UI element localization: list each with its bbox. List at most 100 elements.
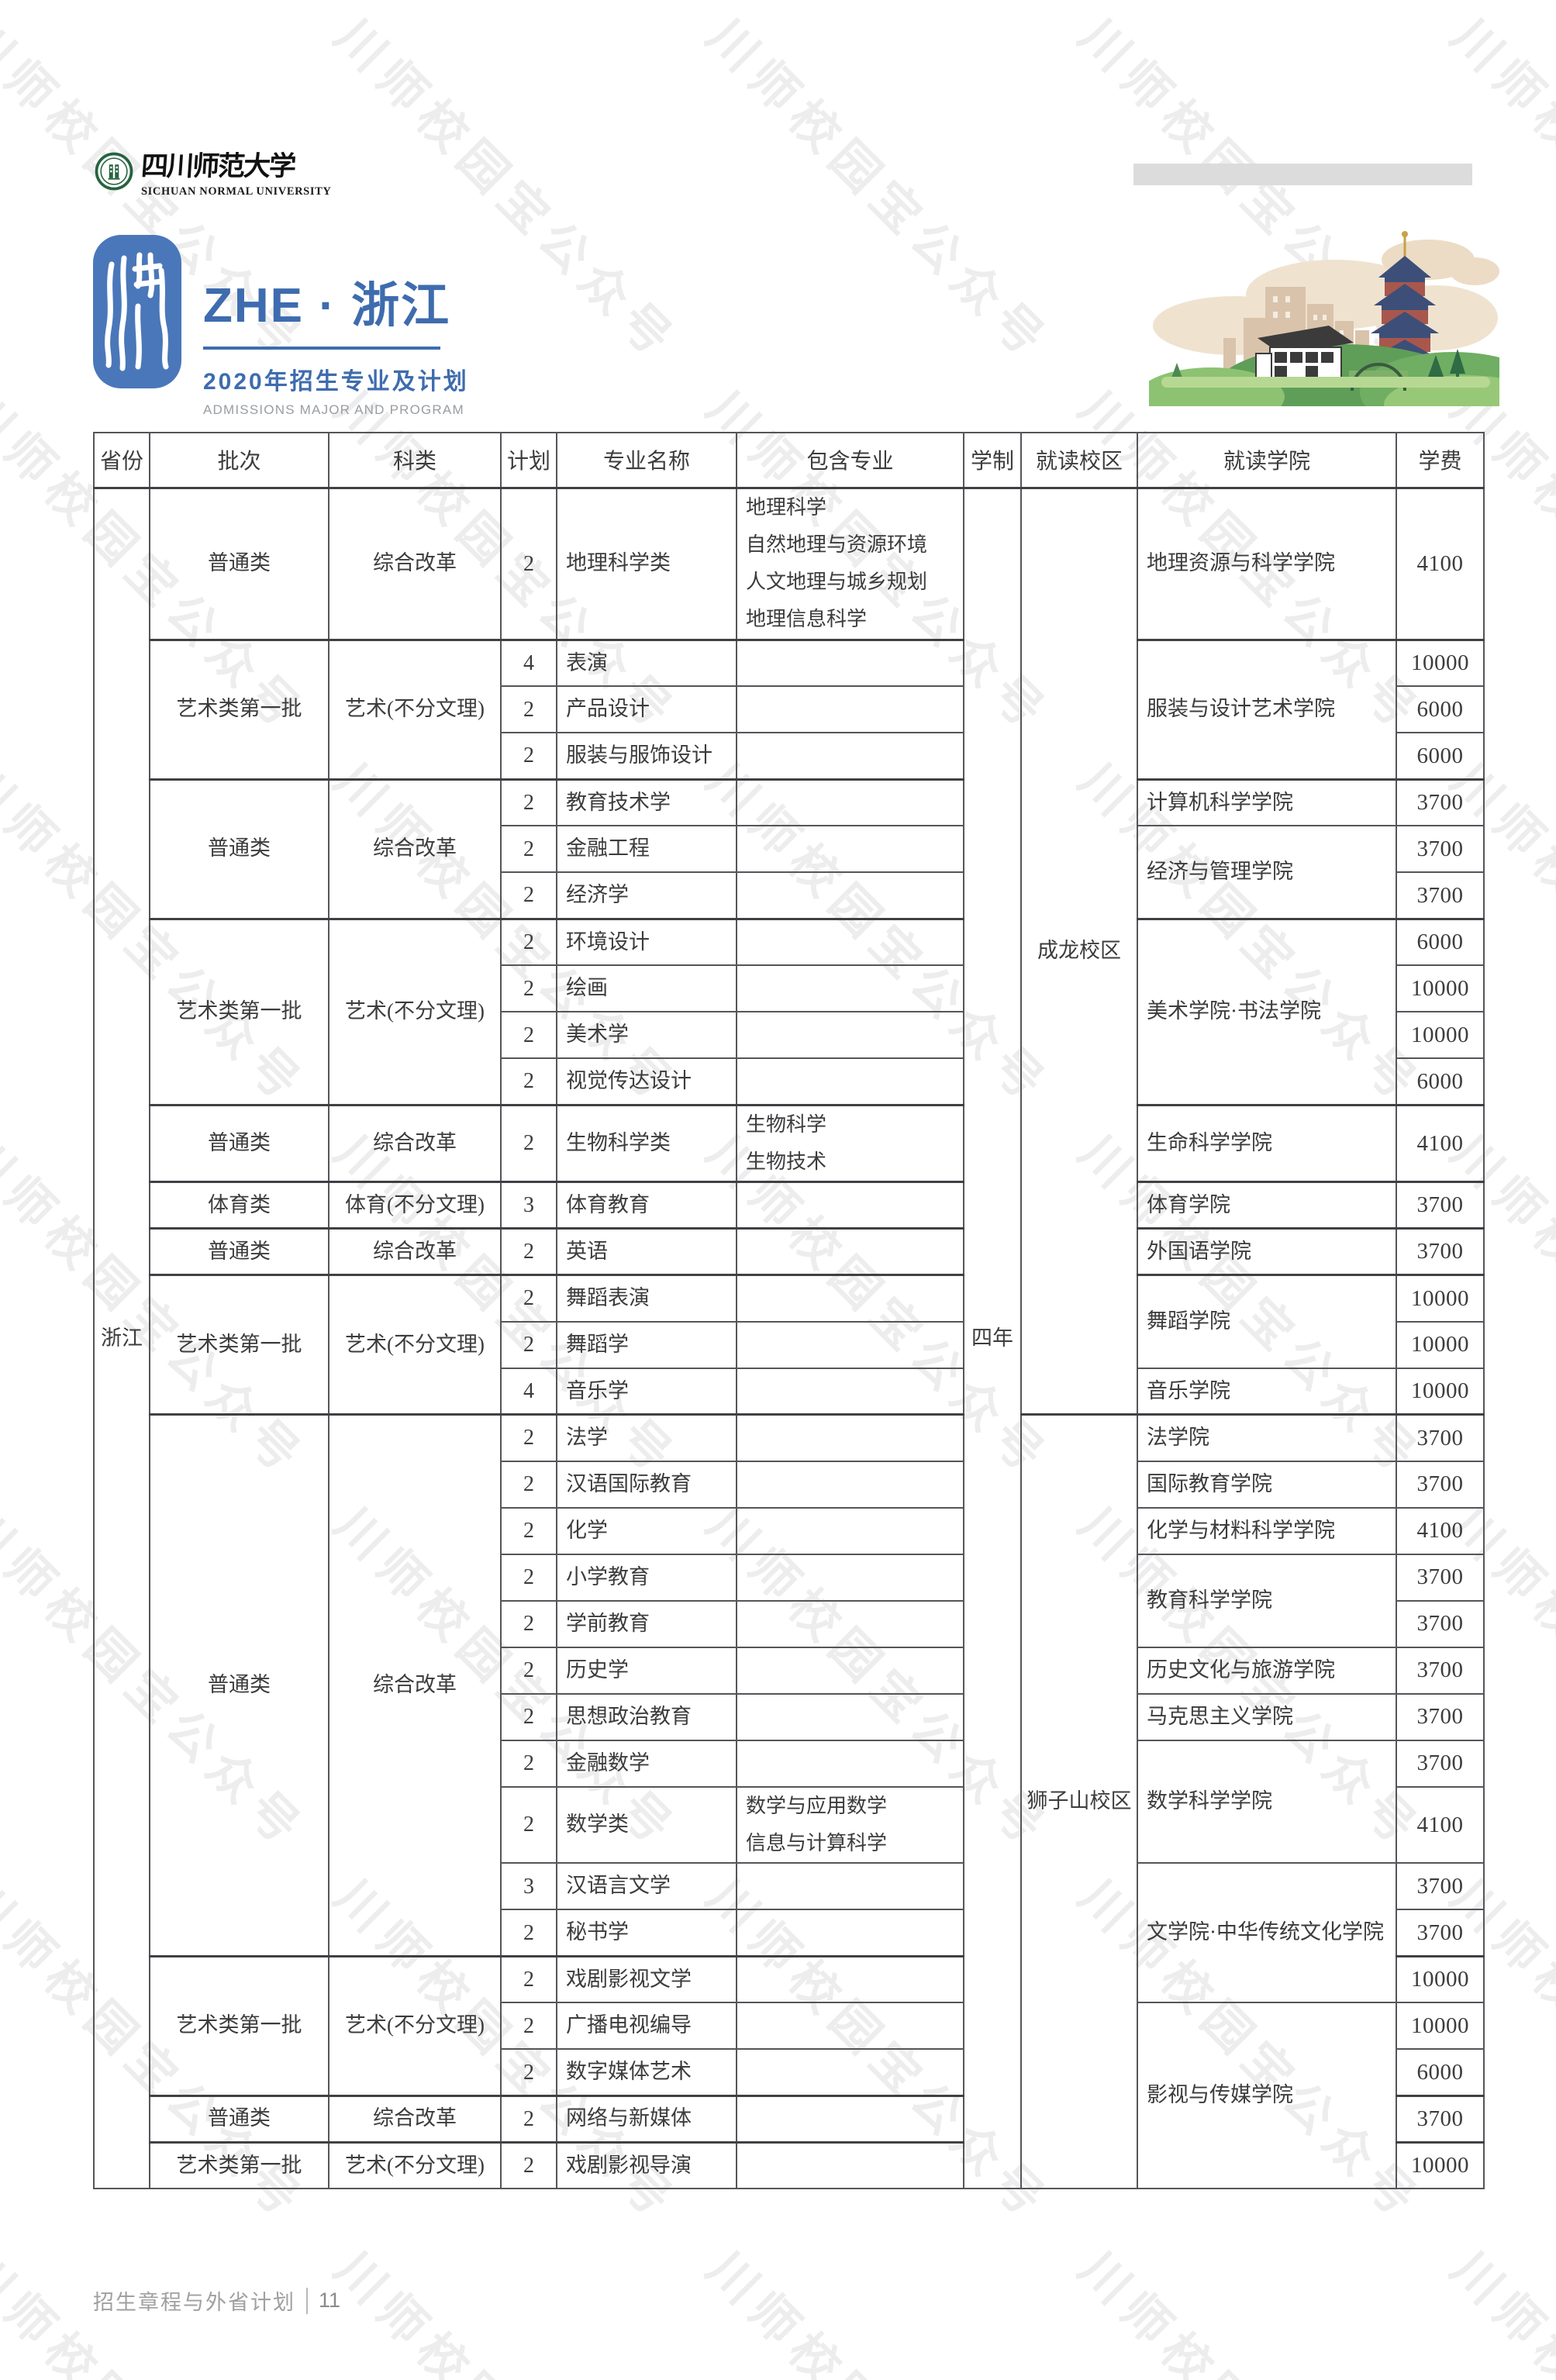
included-majors-cell (736, 2140, 964, 2190)
tuition-cell: 4100 (1396, 1103, 1485, 1183)
tuition-cell: 3700 (1396, 1227, 1485, 1276)
included-majors-cell (736, 2048, 964, 2097)
included-major-line: 数学与应用数学 (746, 1794, 888, 1817)
plan-cell: 2 (500, 1227, 557, 1276)
tuition-cell: 10000 (1396, 2002, 1485, 2051)
college-header: 就读学院 (1137, 432, 1397, 489)
tuition-cell: 3700 (1396, 778, 1485, 827)
included-majors-cell (736, 1506, 964, 1555)
category-cell: 综合改革 (328, 1103, 502, 1183)
category-cell: 艺术(不分文理) (328, 638, 502, 781)
table-row: 2 美术学 10000 (94, 1011, 1485, 1060)
tuition-cell: 3700 (1396, 1692, 1485, 1741)
included-majors-cell (736, 825, 964, 874)
major-cell: 舞蹈学 (556, 1320, 737, 1369)
tuition-header: 学费 (1396, 432, 1485, 489)
university-name-cn: 四川师范大学 (140, 151, 296, 181)
category-cell: 艺术(不分文理) (328, 1954, 502, 2097)
included-majors-cell (736, 638, 964, 688)
tuition-cell: 3700 (1396, 1553, 1485, 1602)
included-majors-cell (736, 1227, 964, 1276)
plan-cell: 2 (500, 778, 557, 827)
plan-cell: 2 (500, 871, 557, 920)
college-cell: 马克思主义学院 (1137, 1692, 1397, 1741)
page-subtitle: 2020年招生专业及计划 (203, 368, 469, 395)
included-majors-cell (736, 1367, 964, 1416)
included-majors-cell (736, 732, 964, 781)
campus-cell: 成龙校区 (1020, 487, 1138, 1416)
table-row: 艺术类第一批 艺术(不分文理) 2 环境设计 美术学院·书法学院 6000 (94, 917, 1485, 1106)
plan-header: 计划 (500, 432, 557, 489)
tuition-cell: 3700 (1396, 1909, 1485, 1957)
included-major-line: 生物科学 (746, 1112, 827, 1136)
tuition-cell: 3700 (1396, 871, 1485, 920)
tuition-cell: 3700 (1396, 1460, 1485, 1509)
tuition-cell: 10000 (1396, 2140, 1485, 2190)
plan-cell: 2 (500, 685, 557, 734)
plan-cell: 2 (500, 1954, 557, 2004)
major-cell: 历史学 (556, 1646, 737, 1695)
category-cell: 综合改革 (328, 1227, 502, 1276)
major-cell: 美术学 (556, 1011, 737, 1060)
table-row: 2 历史学 历史文化与旅游学院 3700 (94, 1646, 1485, 1695)
tuition-cell: 6000 (1396, 732, 1485, 781)
college-cell: 舞蹈学院 (1137, 1274, 1397, 1369)
table-row: 体育类 体育(不分文理) 3 体育教育 体育学院 3700 (94, 1181, 1485, 1230)
major-cell: 法学 (556, 1413, 737, 1462)
tuition-cell: 10000 (1396, 1954, 1485, 2004)
included-majors-cell: 地理科学 自然地理与资源环境 人文地理与城乡规划 地理信息科学 (736, 486, 964, 641)
decorative-top-bar (1133, 164, 1472, 185)
included-majors-cell (736, 871, 964, 920)
included-majors-cell (736, 1274, 964, 1323)
major-cell: 英语 (556, 1227, 737, 1276)
included-majors-cell: 生物科学 生物技术 (736, 1103, 964, 1183)
major-cell: 戏剧影视文学 (556, 1954, 737, 2004)
category-cell: 综合改革 (328, 2094, 502, 2144)
major-cell: 汉语言文学 (556, 1862, 737, 1911)
included-majors-cell (736, 1057, 964, 1106)
included-major-line: 自然地理与资源环境 (746, 533, 928, 556)
campus-header: 就读校区 (1020, 432, 1138, 489)
tuition-cell: 10000 (1396, 638, 1485, 688)
college-cell: 生命科学学院 (1137, 1103, 1397, 1183)
batch-cell: 普通类 (149, 1227, 329, 1276)
plan-cell: 2 (500, 486, 557, 641)
table-row: 2 产品设计 6000 (94, 685, 1485, 734)
included-majors-cell (736, 1413, 964, 1462)
table-row: 普通类 综合改革 2 英语 外国语学院 3700 (94, 1227, 1485, 1276)
included-majors-cell (736, 1739, 964, 1788)
plan-cell: 2 (500, 1506, 557, 1555)
included-majors-cell (736, 778, 964, 827)
tuition-cell: 3700 (1396, 2094, 1485, 2144)
plan-cell: 2 (500, 1599, 557, 1648)
table-row: 普通类 综合改革 2 网络与新媒体 3700 (94, 2094, 1485, 2144)
major-cell: 表演 (556, 638, 737, 688)
batch-cell: 普通类 (149, 778, 329, 920)
plan-cell: 2 (500, 2140, 557, 2190)
tuition-cell: 3700 (1396, 1181, 1485, 1230)
major-cell: 经济学 (556, 871, 737, 920)
province-cell: 浙江 (93, 486, 150, 2190)
included-majors-cell (736, 685, 964, 734)
batch-cell: 普通类 (149, 2094, 329, 2144)
major-cell: 体育教育 (556, 1181, 737, 1230)
plan-cell: 2 (500, 2048, 557, 2097)
plan-cell: 2 (500, 1553, 557, 1602)
major-cell: 秘书学 (556, 1909, 737, 1957)
hangzhou-scenery-illustration (1149, 231, 1499, 406)
category-cell: 综合改革 (328, 778, 502, 920)
included-majors-cell: 数学与应用数学 信息与计算科学 (736, 1785, 964, 1864)
category-cell: 综合改革 (328, 486, 502, 641)
table-body: 浙江 普通类 综合改革 2 地理科学类 地理科学 自然地理与资源环境 人文地理与城乡规划 地理信… (93, 486, 1485, 2190)
plan-cell: 2 (500, 1646, 557, 1695)
plan-cell: 2 (500, 825, 557, 874)
college-cell: 服装与设计艺术学院 (1137, 638, 1397, 781)
table-row: 艺术类第一批 艺术(不分文理) 4 表演 服装与设计艺术学院 10000 (94, 638, 1485, 781)
duration-header: 学制 (963, 432, 1022, 489)
college-cell: 外国语学院 (1137, 1227, 1397, 1276)
table-row: 2 金融工程 经济与管理学院 3700 (94, 825, 1485, 920)
included-majors-cell (736, 1320, 964, 1369)
major-cell: 服装与服饰设计 (556, 732, 737, 781)
plan-cell: 2 (500, 1739, 557, 1788)
tuition-cell: 4100 (1396, 1506, 1485, 1555)
